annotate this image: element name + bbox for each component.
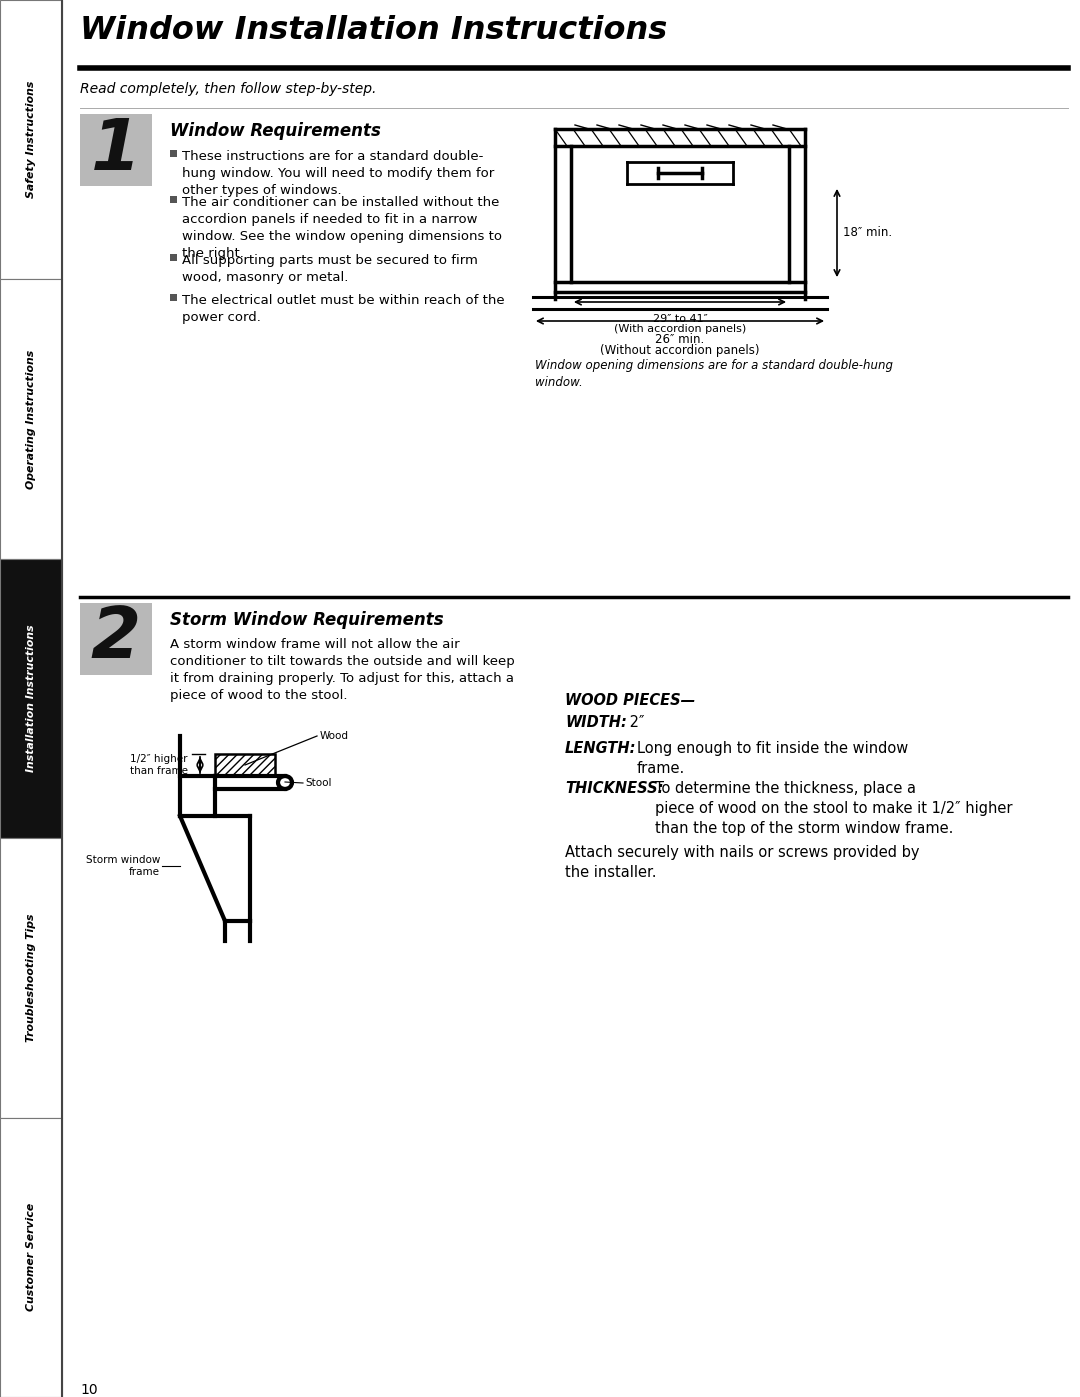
Text: 29″ to 41″: 29″ to 41″ xyxy=(652,314,707,324)
Bar xyxy=(80,604,152,675)
Bar xyxy=(170,254,177,261)
Text: Customer Service: Customer Service xyxy=(26,1203,36,1312)
Text: The electrical outlet must be within reach of the
power cord.: The electrical outlet must be within rea… xyxy=(183,293,504,324)
Text: WOOD PIECES—: WOOD PIECES— xyxy=(565,693,696,708)
Text: 2: 2 xyxy=(91,605,141,673)
Text: Window opening dimensions are for a standard double-hung
window.: Window opening dimensions are for a stan… xyxy=(535,359,893,388)
Text: WIDTH:: WIDTH: xyxy=(565,715,626,731)
Text: All supporting parts must be secured to firm
wood, masonry or metal.: All supporting parts must be secured to … xyxy=(183,254,477,284)
Bar xyxy=(0,0,62,279)
Bar xyxy=(0,559,62,838)
Text: 26″ min.: 26″ min. xyxy=(656,332,704,346)
Text: LENGTH:: LENGTH: xyxy=(565,740,636,756)
Bar xyxy=(0,838,62,1118)
Text: Storm Window Requirements: Storm Window Requirements xyxy=(170,610,444,629)
Text: 10: 10 xyxy=(80,1383,97,1397)
Text: Storm window
frame: Storm window frame xyxy=(85,855,160,877)
Text: Window Requirements: Window Requirements xyxy=(170,122,381,140)
Bar xyxy=(0,1118,62,1397)
Ellipse shape xyxy=(278,775,292,789)
Text: To determine the thickness, place a
piece of wood on the stool to make it 1/2″ h: To determine the thickness, place a piec… xyxy=(654,781,1013,835)
Text: Wood: Wood xyxy=(320,731,349,740)
Text: THICKNESS:: THICKNESS: xyxy=(565,781,663,796)
Bar xyxy=(170,293,177,300)
Bar xyxy=(0,279,62,559)
Bar xyxy=(170,196,177,203)
Text: 18″ min.: 18″ min. xyxy=(843,226,892,239)
Text: Window Installation Instructions: Window Installation Instructions xyxy=(80,15,667,46)
Text: 2″: 2″ xyxy=(625,715,645,731)
Bar xyxy=(170,149,177,156)
Text: 1/2″ higher
than frame: 1/2″ higher than frame xyxy=(130,754,188,777)
Text: The air conditioner can be installed without the
accordion panels if needed to f: The air conditioner can be installed wit… xyxy=(183,196,502,260)
Text: Operating Instructions: Operating Instructions xyxy=(26,349,36,489)
Text: Safety Instructions: Safety Instructions xyxy=(26,81,36,198)
Text: Installation Instructions: Installation Instructions xyxy=(26,624,36,773)
Bar xyxy=(80,115,152,186)
Text: Troubleshooting Tips: Troubleshooting Tips xyxy=(26,914,36,1042)
Bar xyxy=(215,754,275,775)
Text: (With accordion panels): (With accordion panels) xyxy=(613,324,746,334)
Text: Attach securely with nails or screws provided by
the installer.: Attach securely with nails or screws pro… xyxy=(565,845,919,880)
Text: Long enough to fit inside the window
frame.: Long enough to fit inside the window fra… xyxy=(637,740,908,775)
Text: A storm window frame will not allow the air
conditioner to tilt towards the outs: A storm window frame will not allow the … xyxy=(170,638,515,703)
Text: 1: 1 xyxy=(91,116,141,184)
Text: These instructions are for a standard double-
hung window. You will need to modi: These instructions are for a standard do… xyxy=(183,149,495,197)
Text: Read completely, then follow step-by-step.: Read completely, then follow step-by-ste… xyxy=(80,82,376,96)
Text: Stool: Stool xyxy=(305,778,332,788)
Text: (Without accordion panels): (Without accordion panels) xyxy=(600,344,759,358)
